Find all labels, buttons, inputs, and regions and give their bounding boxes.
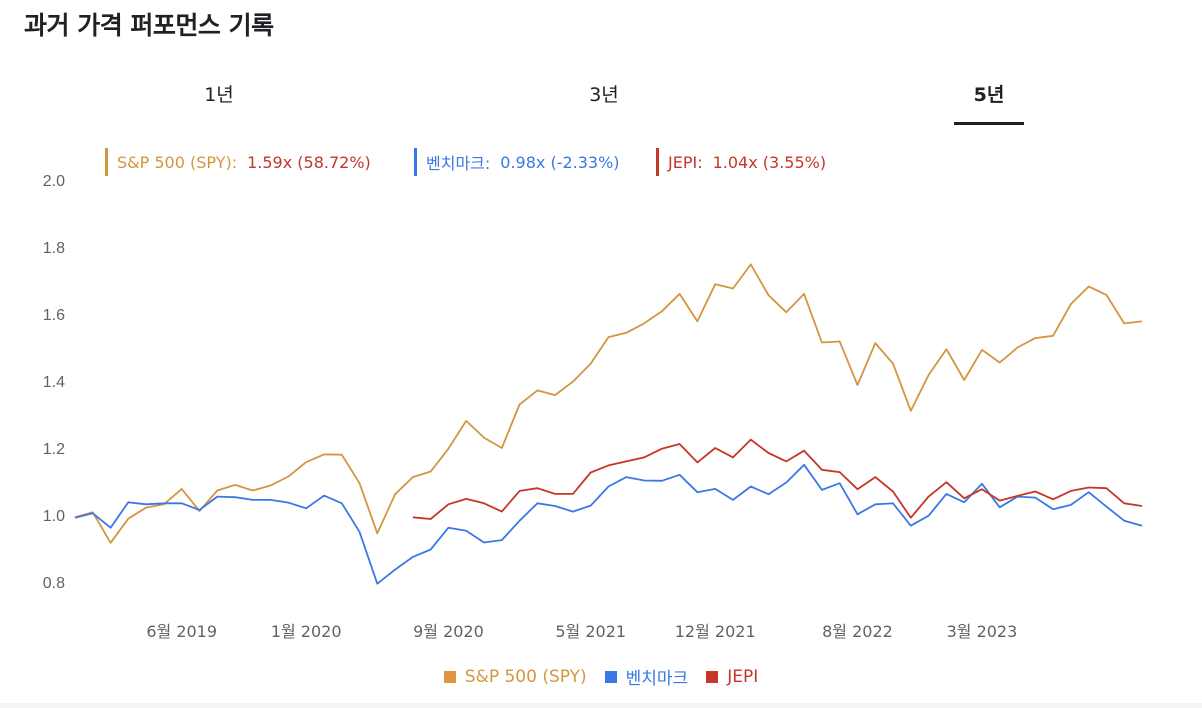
x-tick-label: 3월 2023 xyxy=(947,622,1018,641)
tab-5y[interactable]: 5년 xyxy=(973,84,1005,106)
summary-benchmark: 벤치마크: 0.98x (-2.33%) xyxy=(414,148,620,176)
legend-item-benchmark[interactable]: 벤치마크 xyxy=(604,664,689,689)
legend-label-jepi: JEPI xyxy=(727,666,759,687)
x-axis: 6월 2019 1월 2020 9월 2020 5월 2021 12월 2021 8월 2… xyxy=(146,622,1017,641)
y-tick-label: 0.8 xyxy=(43,575,65,592)
y-tick-label: 2.0 xyxy=(43,173,65,190)
footer-band xyxy=(0,703,1202,708)
y-tick-label: 1.2 xyxy=(43,441,65,458)
summary-spy-swatch xyxy=(105,148,108,176)
x-tick-label: 9월 2020 xyxy=(413,622,484,641)
summary-jepi-swatch xyxy=(656,148,659,176)
legend-item-spy[interactable]: S&P 500 (SPY) xyxy=(443,664,587,689)
x-tick-label: 1월 2020 xyxy=(271,622,342,641)
legend-label-spy: S&P 500 (SPY) xyxy=(464,666,587,687)
summary-jepi-value: 1.04x (3.55%) xyxy=(712,152,827,172)
series-lines xyxy=(74,263,1143,585)
legend-item-jepi[interactable]: JEPI xyxy=(706,664,758,689)
summary-benchmark-swatch xyxy=(414,148,417,176)
series-line-spy xyxy=(74,263,1143,544)
x-tick-label: 12월 2021 xyxy=(675,622,756,641)
summary-jepi: JEPI: 1.04x (3.55%) xyxy=(656,148,826,176)
y-tick-label: 1.6 xyxy=(43,307,65,324)
summary-spy-name: S&P 500 (SPY): xyxy=(117,152,238,172)
legend-swatch-spy xyxy=(443,670,456,683)
tab-3y[interactable]: 3년 xyxy=(589,84,619,106)
summary-benchmark-name: 벤치마크: xyxy=(426,154,491,173)
y-tick-label: 1.8 xyxy=(43,240,65,257)
legend-swatch-benchmark xyxy=(604,670,617,683)
page-title: 과거 가격 퍼포먼스 기록 xyxy=(24,11,274,40)
summary-spy: S&P 500 (SPY): 1.59x (58.72%) xyxy=(105,148,371,176)
x-tick-label: 6월 2019 xyxy=(146,622,217,641)
y-axis: 0.8 1.0 1.2 1.4 1.6 1.8 2.0 xyxy=(43,173,65,592)
summary-spy-value: 1.59x (58.72%) xyxy=(247,152,371,172)
x-tick-label: 5월 2021 xyxy=(555,622,626,641)
legend-swatch-jepi xyxy=(706,670,719,683)
summary-benchmark-value: 0.98x (-2.33%) xyxy=(500,152,620,172)
y-tick-label: 1.0 xyxy=(43,508,65,525)
active-tab-indicator xyxy=(954,122,1024,125)
summary-jepi-name: JEPI: xyxy=(668,152,703,172)
legend-label-benchmark: 벤치마크 xyxy=(625,669,689,689)
x-tick-label: 8월 2022 xyxy=(822,622,893,641)
y-tick-label: 1.4 xyxy=(43,374,65,391)
chart-legend: S&P 500 (SPY) 벤치마크 JEPI xyxy=(0,664,1202,689)
series-line-jepi xyxy=(412,438,1143,520)
tab-1y[interactable]: 1년 xyxy=(204,84,234,106)
series-line-benchmark xyxy=(74,463,1143,585)
